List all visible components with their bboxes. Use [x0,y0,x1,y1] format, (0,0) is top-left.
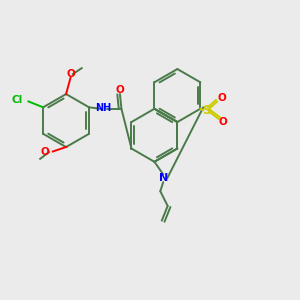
Text: O: O [218,94,226,103]
Text: N: N [159,173,168,183]
Text: Cl: Cl [12,95,23,105]
Text: NH: NH [95,103,111,113]
Text: S: S [202,104,211,117]
Text: O: O [219,117,228,127]
Text: O: O [40,147,49,157]
Text: O: O [116,85,124,95]
Text: O: O [67,69,76,79]
